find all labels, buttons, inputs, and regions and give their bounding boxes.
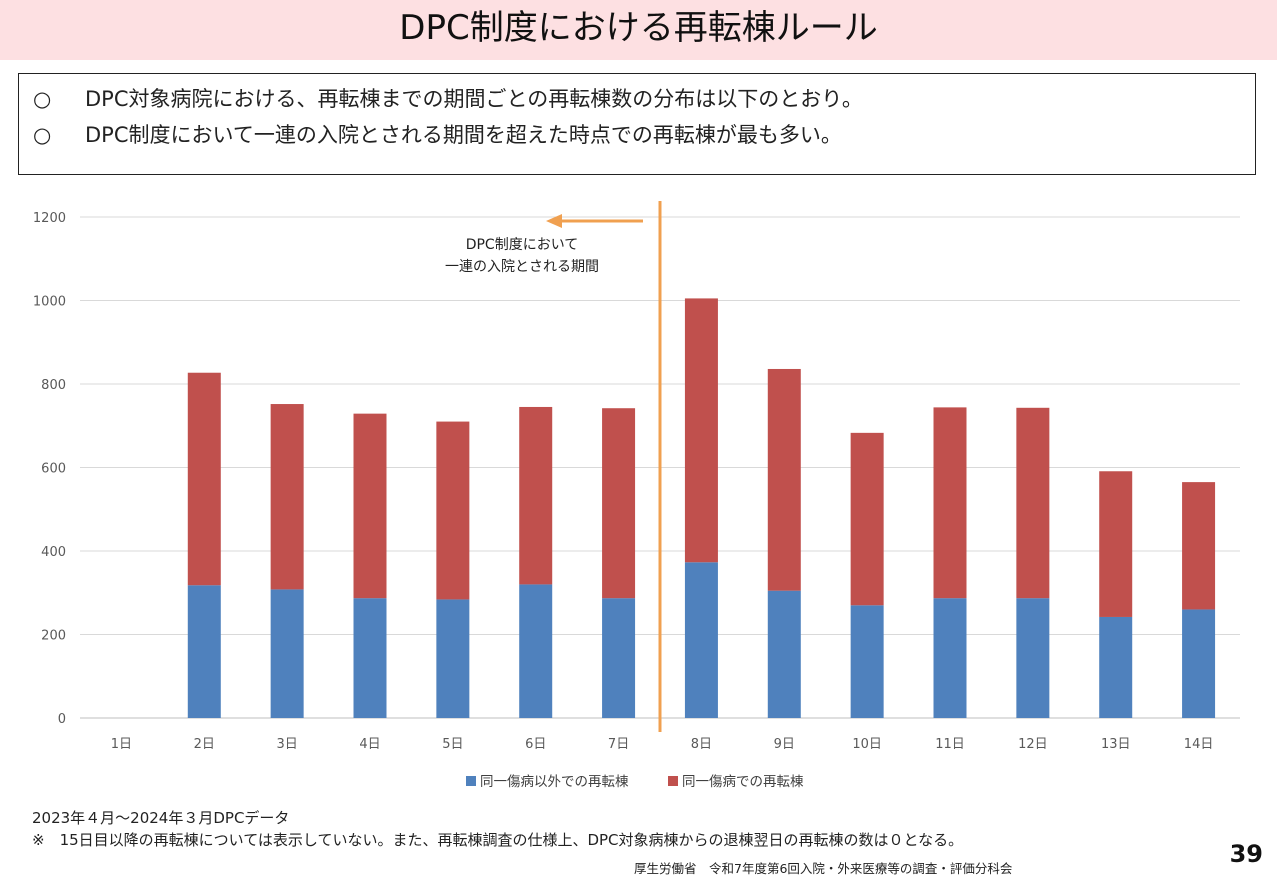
bar-segment-other-condition	[1099, 616, 1133, 718]
bullet-circle-icon: ○	[33, 123, 52, 147]
bar-segment-same-condition	[1099, 471, 1133, 617]
bar-segment-same-condition	[767, 368, 801, 591]
summary-bullet-2: ○ DPC制度において一連の入院とされる期間を超えた時点での再転棟が最も多い。	[33, 119, 842, 149]
summary-bullet-1: ○ DPC対象病院における、再転棟までの期間ごとの再転棟数の分布は以下のとおり。	[33, 83, 863, 113]
bar-segment-other-condition	[436, 599, 470, 718]
summary-text-1: DPC対象病院における、再転棟までの期間ごとの再転棟数の分布は以下のとおり。	[85, 87, 863, 111]
x-tick-label: 2日	[194, 737, 215, 752]
y-tick-label: 200	[41, 629, 66, 644]
stacked-bar-chart: 0 200 400 600 800 1000 1200 1日 2日 3日 4日 5日 6日 7日 8日 9日 1…	[33, 201, 1240, 790]
bar-segment-same-condition	[602, 408, 636, 599]
bar-segment-other-condition	[684, 562, 718, 718]
x-tick-label: 3日	[277, 737, 298, 752]
bullet-circle-icon: ○	[33, 87, 52, 111]
bar-segment-same-condition	[436, 421, 470, 600]
y-tick-label: 1200	[33, 211, 66, 226]
bar-segment-other-condition	[270, 589, 304, 718]
bar-segment-other-condition	[850, 605, 884, 718]
bar-segment-same-condition	[519, 406, 553, 585]
y-tick-label: 1000	[33, 295, 66, 310]
x-tick-label: 9日	[774, 737, 795, 752]
summary-text-2: DPC制度において一連の入院とされる期間を超えた時点での再転棟が最も多い。	[85, 123, 842, 147]
bar-segment-same-condition	[850, 432, 884, 606]
title-banner	[0, 0, 1277, 60]
bar-segment-other-condition	[519, 584, 553, 718]
x-tick-label: 6日	[525, 737, 546, 752]
legend-swatch	[668, 776, 678, 786]
annotation-text-line: DPC制度において	[466, 237, 579, 253]
x-tick-label: 5日	[442, 737, 463, 752]
x-tick-label: 10日	[852, 737, 882, 752]
page-number: 39	[1229, 840, 1263, 868]
bar-segment-other-condition	[602, 598, 636, 718]
legend-swatch	[466, 776, 476, 786]
legend-label: 同一傷病以外での再転棟	[480, 774, 629, 790]
x-tick-label: 7日	[608, 737, 629, 752]
bar-segment-same-condition	[353, 413, 387, 599]
bar-segment-other-condition	[353, 598, 387, 718]
bar-segment-same-condition	[270, 404, 304, 590]
left-arrow-icon	[546, 214, 562, 228]
y-tick-label: 0	[58, 712, 66, 727]
footnote-data-period: 2023年４月～2024年３月DPCデータ	[32, 809, 290, 827]
y-tick-label: 600	[41, 462, 66, 477]
bar-segment-same-condition	[933, 407, 967, 599]
bar-segment-same-condition	[1016, 407, 1050, 599]
bar-segment-other-condition	[767, 590, 801, 718]
x-tick-label: 13日	[1101, 737, 1131, 752]
bar-segment-same-condition	[187, 372, 221, 586]
legend-label: 同一傷病での再転棟	[682, 774, 804, 790]
x-tick-label: 1日	[111, 737, 132, 752]
bar-segment-other-condition	[1182, 609, 1216, 718]
bar-segment-same-condition	[684, 298, 718, 563]
footnote-note: ※ 15日目以降の再転棟については表示していない。また、再転棟調査の仕様上、DP…	[32, 831, 964, 849]
page-title: DPC制度における再転棟ルール	[399, 8, 878, 48]
y-tick-label: 800	[41, 378, 66, 393]
x-tick-label: 14日	[1184, 737, 1214, 752]
bar-segment-same-condition	[1182, 482, 1216, 610]
x-tick-label: 8日	[691, 737, 712, 752]
source-credit: 厚生労働省 令和7年度第6回入院・外来医療等の調査・評価分科会	[634, 861, 1013, 876]
x-tick-label: 4日	[359, 737, 380, 752]
x-tick-label: 11日	[935, 737, 965, 752]
x-tick-label: 12日	[1018, 737, 1048, 752]
annotation-text-line: 一連の入院とされる期間	[445, 259, 599, 275]
bar-segment-other-condition	[933, 598, 967, 718]
bar-segment-other-condition	[187, 585, 221, 718]
summary-box: ○ DPC対象病院における、再転棟までの期間ごとの再転棟数の分布は以下のとおり。 …	[18, 73, 1256, 175]
bar-segment-other-condition	[1016, 598, 1050, 718]
y-tick-label: 400	[41, 545, 66, 560]
